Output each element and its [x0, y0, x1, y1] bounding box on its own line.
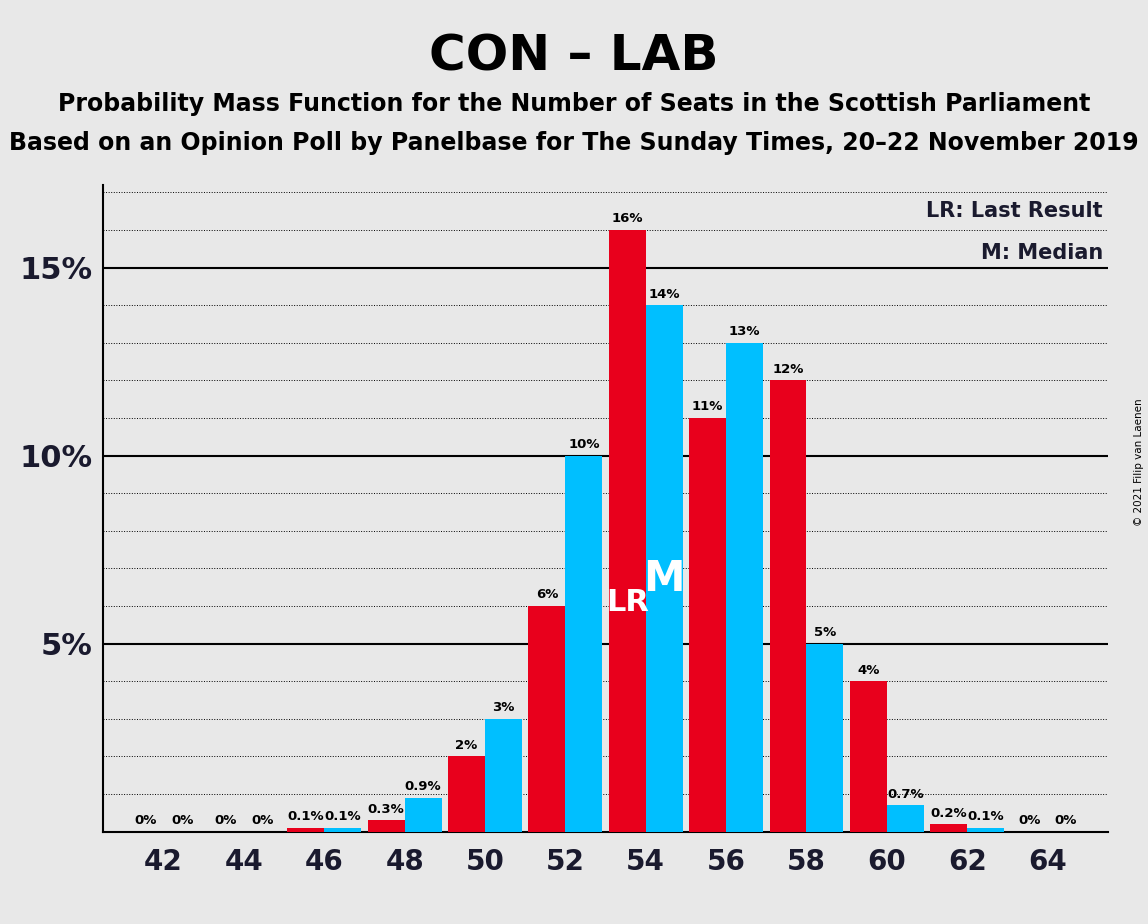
Text: 0%: 0% — [215, 814, 236, 827]
Bar — [367, 821, 404, 832]
Bar — [324, 828, 362, 832]
Bar — [930, 824, 967, 832]
Text: 4%: 4% — [858, 663, 879, 676]
Text: 0.2%: 0.2% — [930, 807, 967, 820]
Text: 0%: 0% — [1018, 814, 1040, 827]
Bar — [769, 381, 806, 832]
Bar — [645, 305, 683, 832]
Text: 14%: 14% — [649, 287, 680, 300]
Text: 0%: 0% — [251, 814, 273, 827]
Text: 11%: 11% — [692, 400, 723, 413]
Text: 6%: 6% — [536, 589, 558, 602]
Text: 13%: 13% — [729, 325, 760, 338]
Bar — [287, 828, 324, 832]
Text: 3%: 3% — [492, 701, 514, 714]
Text: 16%: 16% — [612, 213, 643, 225]
Text: Based on an Opinion Poll by Panelbase for The Sunday Times, 20–22 November 2019: Based on an Opinion Poll by Panelbase fo… — [9, 131, 1139, 155]
Text: M: M — [644, 558, 685, 600]
Bar — [689, 418, 726, 832]
Text: 0.1%: 0.1% — [287, 810, 324, 823]
Text: 10%: 10% — [568, 438, 599, 451]
Text: 0%: 0% — [1055, 814, 1077, 827]
Bar — [806, 644, 844, 832]
Bar — [448, 757, 484, 832]
Text: CON – LAB: CON – LAB — [429, 32, 719, 80]
Bar — [886, 806, 924, 832]
Bar — [565, 456, 603, 832]
Text: M: Median: M: Median — [980, 243, 1103, 263]
Text: 0%: 0% — [134, 814, 156, 827]
Text: 0.7%: 0.7% — [887, 788, 924, 801]
Text: 0.3%: 0.3% — [367, 803, 404, 816]
Bar — [850, 681, 887, 832]
Text: 12%: 12% — [773, 363, 804, 376]
Text: © 2021 Filip van Laenen: © 2021 Filip van Laenen — [1134, 398, 1143, 526]
Bar — [967, 828, 1004, 832]
Bar — [528, 606, 565, 832]
Bar — [484, 719, 522, 832]
Bar — [608, 230, 645, 832]
Text: LR: LR — [606, 589, 649, 617]
Text: 0.1%: 0.1% — [325, 810, 362, 823]
Text: 0%: 0% — [171, 814, 193, 827]
Bar — [404, 797, 442, 832]
Bar — [726, 343, 763, 832]
Text: 0.9%: 0.9% — [405, 780, 442, 793]
Text: Probability Mass Function for the Number of Seats in the Scottish Parliament: Probability Mass Function for the Number… — [57, 92, 1091, 116]
Text: 0.1%: 0.1% — [968, 810, 1004, 823]
Text: 2%: 2% — [456, 739, 478, 752]
Text: 5%: 5% — [814, 626, 836, 639]
Text: LR: Last Result: LR: Last Result — [926, 201, 1103, 221]
